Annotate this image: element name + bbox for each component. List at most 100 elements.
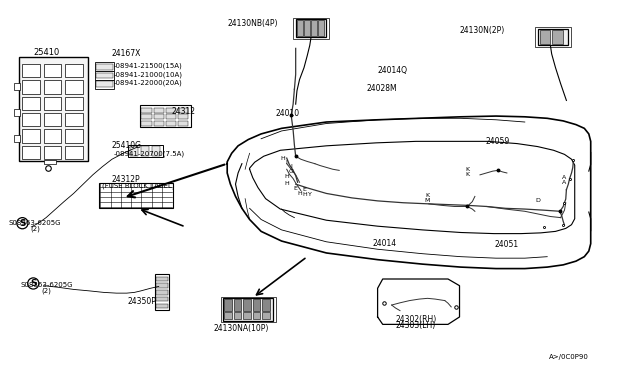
Bar	[44, 129, 61, 143]
Text: 24051: 24051	[494, 240, 518, 249]
Text: M: M	[425, 198, 430, 203]
Bar	[95, 62, 114, 71]
Bar	[99, 183, 173, 208]
Bar	[141, 146, 149, 156]
Text: K: K	[465, 172, 469, 177]
Bar	[262, 312, 270, 319]
Bar	[44, 160, 56, 164]
Bar	[96, 73, 113, 78]
Text: 25410: 25410	[33, 48, 60, 57]
Bar	[128, 145, 163, 157]
Bar	[154, 108, 164, 113]
Bar	[234, 312, 241, 319]
Text: 24028M: 24028M	[366, 84, 397, 93]
Text: S: S	[30, 279, 36, 288]
Bar	[224, 299, 232, 311]
Text: (FUSE BLOCK LABEL): (FUSE BLOCK LABEL)	[102, 183, 175, 189]
Bar	[178, 114, 188, 119]
Bar	[154, 121, 164, 126]
Bar	[234, 299, 241, 311]
Text: 24130NB(4P): 24130NB(4P)	[227, 19, 278, 28]
Text: 24312P: 24312P	[112, 175, 141, 184]
Bar	[535, 27, 571, 47]
Text: 25410G: 25410G	[112, 141, 142, 150]
Text: I: I	[286, 160, 287, 166]
Bar	[221, 297, 276, 322]
Bar	[156, 297, 168, 301]
Text: A: A	[563, 174, 566, 180]
Bar	[95, 80, 114, 89]
Bar	[14, 109, 20, 116]
Text: H: H	[302, 192, 307, 197]
Bar	[178, 121, 188, 126]
Text: 24167X: 24167X	[112, 49, 141, 58]
Bar	[253, 299, 260, 311]
Bar	[178, 108, 188, 113]
Bar	[44, 80, 61, 94]
Text: H: H	[284, 180, 289, 186]
Bar	[318, 20, 324, 36]
Bar	[243, 312, 251, 319]
Bar	[155, 274, 169, 310]
Bar	[152, 146, 160, 156]
Text: G: G	[289, 169, 294, 174]
Bar	[44, 64, 61, 77]
Bar	[141, 121, 152, 126]
Text: E: E	[294, 186, 298, 191]
Bar	[95, 71, 114, 80]
Bar	[540, 30, 550, 44]
Text: -08941-22000(20A): -08941-22000(20A)	[114, 79, 182, 86]
Text: 24303(LH): 24303(LH)	[396, 321, 436, 330]
Text: -08941-21500(15A): -08941-21500(15A)	[114, 63, 182, 70]
Bar	[22, 80, 40, 94]
Bar	[19, 57, 88, 161]
Bar	[262, 299, 270, 311]
Bar	[311, 20, 317, 36]
Bar	[297, 20, 303, 36]
Text: A>/0C0P90: A>/0C0P90	[549, 354, 589, 360]
Text: K: K	[426, 193, 429, 198]
Bar	[166, 114, 176, 119]
Text: -08941-20700(7.5A): -08941-20700(7.5A)	[114, 150, 185, 157]
Text: S08363-6205G: S08363-6205G	[20, 282, 73, 288]
Bar	[253, 312, 260, 319]
Text: 24010: 24010	[275, 109, 300, 118]
Text: D: D	[535, 198, 540, 203]
Text: E: E	[303, 187, 307, 192]
Bar	[65, 64, 83, 77]
Bar	[14, 83, 20, 90]
Bar	[140, 105, 191, 127]
Text: K: K	[465, 167, 469, 172]
Text: S: S	[19, 219, 26, 228]
Text: 24014: 24014	[372, 239, 397, 248]
Bar	[96, 64, 113, 70]
Text: H: H	[280, 156, 285, 161]
Bar	[304, 20, 310, 36]
Text: (2): (2)	[42, 287, 52, 294]
Text: 24302(RH): 24302(RH)	[396, 315, 436, 324]
Bar	[166, 121, 176, 126]
Bar	[44, 113, 61, 126]
Bar	[538, 29, 568, 45]
Bar	[156, 277, 168, 281]
Bar	[293, 18, 329, 39]
Text: H: H	[284, 174, 289, 179]
Bar	[243, 299, 251, 311]
Bar	[156, 290, 168, 295]
Bar	[44, 97, 61, 110]
Text: H: H	[297, 191, 302, 196]
Bar	[552, 30, 563, 44]
Text: A: A	[563, 180, 566, 185]
Text: 24350P: 24350P	[128, 297, 157, 306]
Bar	[22, 129, 40, 143]
Text: I: I	[291, 164, 292, 169]
Text: S08363-6205G: S08363-6205G	[9, 220, 61, 226]
Text: -08941-21000(10A): -08941-21000(10A)	[114, 71, 183, 78]
Text: 24059: 24059	[485, 137, 509, 146]
Bar	[22, 97, 40, 110]
Bar	[141, 114, 152, 119]
Bar	[296, 19, 326, 37]
Text: 24014Q: 24014Q	[378, 66, 408, 75]
Bar	[166, 108, 176, 113]
Bar	[224, 312, 232, 319]
